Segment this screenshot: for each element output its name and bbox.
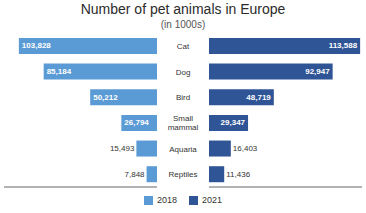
- html-text:2021: 2021: [202, 195, 222, 205]
- svg-text:103,828: 103,828: [22, 41, 51, 50]
- html-text:Number of pet animals in Europ: Number of pet animals in Europe: [80, 1, 286, 17]
- svg-text:11,436: 11,436: [226, 170, 250, 179]
- svg-text:48,719: 48,719: [246, 93, 271, 102]
- svg-text:7,848: 7,848: [125, 170, 146, 179]
- svg-text:50,212: 50,212: [93, 93, 118, 102]
- svg-text:16,403: 16,403: [233, 144, 258, 153]
- svg-text:Aquaria: Aquaria: [169, 144, 197, 153]
- svg-text:29,347: 29,347: [221, 118, 246, 127]
- svg-text:Smallmammal: Smallmammal: [168, 114, 199, 132]
- svg-text:113,588: 113,588: [329, 41, 358, 50]
- html-text:2018: 2018: [157, 195, 177, 205]
- svg-text:Bird: Bird: [176, 93, 190, 102]
- svg-text:26,794: 26,794: [124, 118, 149, 127]
- html-text:(in 1000s): (in 1000s): [160, 19, 206, 30]
- svg-text:Dog: Dog: [176, 67, 191, 76]
- svg-text:Reptiles: Reptiles: [169, 170, 198, 179]
- svg-text:Cat: Cat: [177, 41, 190, 50]
- svg-text:92,947: 92,947: [305, 67, 330, 76]
- svg-text:85,184: 85,184: [47, 67, 72, 76]
- svg-text:15,493: 15,493: [110, 144, 135, 153]
